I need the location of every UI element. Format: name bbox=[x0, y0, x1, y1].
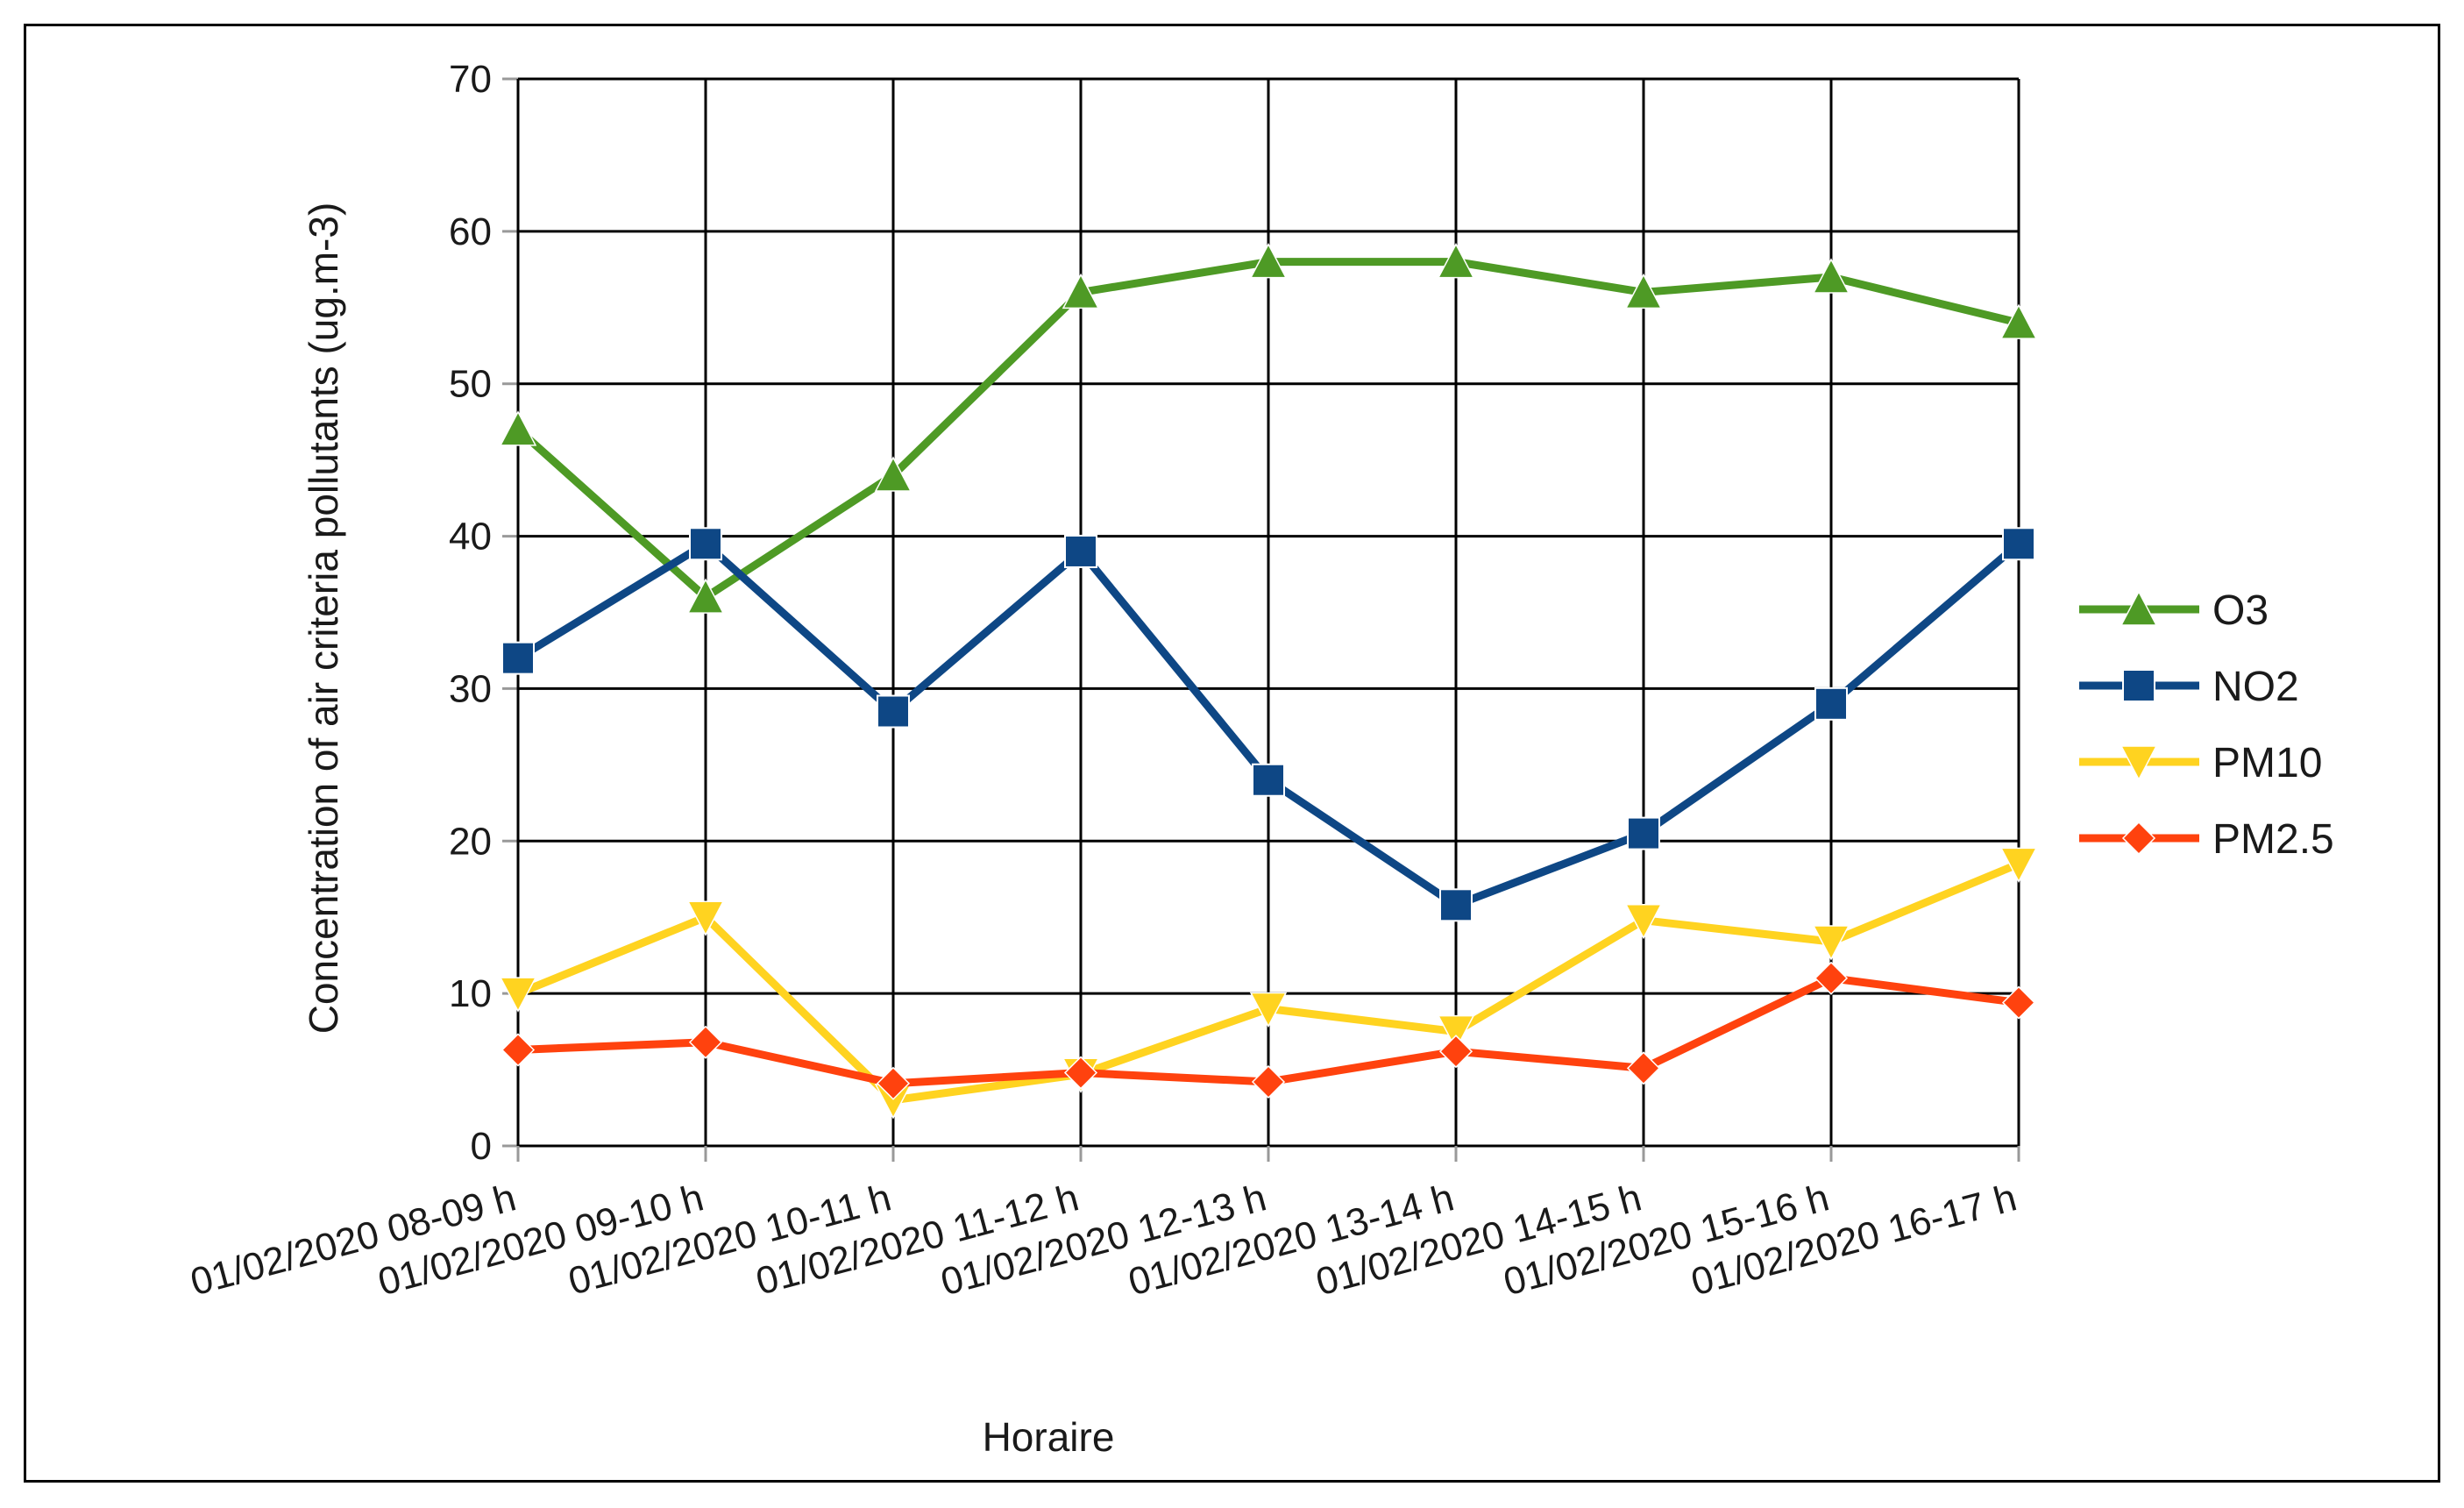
data-point-pm2-5 bbox=[876, 1066, 911, 1100]
data-point-pm2-5 bbox=[1438, 1035, 1473, 1069]
y-tick-label: 20 bbox=[449, 820, 492, 863]
data-point-pm2-5 bbox=[1063, 1056, 1098, 1090]
legend-item-pm2-5: PM2.5 bbox=[2079, 816, 2334, 863]
data-point-pm10 bbox=[686, 900, 725, 936]
data-point-no2 bbox=[501, 641, 535, 675]
data-point-pm10 bbox=[1437, 1014, 1475, 1051]
legend-item-no2: NO2 bbox=[2079, 664, 2299, 710]
y-tick-label: 60 bbox=[449, 210, 492, 253]
legend-item-pm10: PM10 bbox=[2079, 740, 2322, 786]
data-point-o3 bbox=[1249, 243, 1288, 279]
series-o3 bbox=[499, 243, 2038, 614]
data-point-pm2-5 bbox=[1251, 1064, 1286, 1099]
data-point-pm10 bbox=[1249, 992, 1288, 1028]
y-tick-label: 50 bbox=[449, 363, 492, 406]
data-point-no2 bbox=[1439, 888, 1473, 922]
data-point-no2 bbox=[877, 694, 910, 729]
x-axis-ticks: 01/02/2020 08-09 h01/02/2020 09-10 h01/0… bbox=[186, 1176, 2020, 1304]
legend-label-pm10: PM10 bbox=[2212, 740, 2322, 786]
legend-marker bbox=[2121, 821, 2156, 856]
data-point-no2 bbox=[2002, 527, 2035, 561]
data-point-o3 bbox=[499, 410, 537, 446]
data-point-no2 bbox=[1064, 534, 1097, 568]
data-point-pm2-5 bbox=[1626, 1051, 1661, 1085]
series-pm2-5 bbox=[501, 961, 2036, 1100]
x-axis-title: Horaire bbox=[983, 1414, 1115, 1460]
y-tick-label: 0 bbox=[471, 1125, 492, 1168]
data-point-pm2-5 bbox=[2001, 985, 2036, 1020]
legend-label-o3: O3 bbox=[2212, 587, 2269, 634]
data-point-o3 bbox=[686, 578, 725, 614]
data-point-pm2-5 bbox=[688, 1025, 723, 1059]
data-point-no2 bbox=[1627, 816, 1660, 850]
y-tick-label: 70 bbox=[449, 58, 492, 101]
data-point-pm10 bbox=[1624, 903, 1663, 940]
legend: O3 NO2 PM10 PM2.5 bbox=[2079, 587, 2334, 863]
series-group bbox=[499, 243, 2038, 1120]
y-tick-label: 40 bbox=[449, 516, 492, 558]
data-point-no2 bbox=[1814, 686, 1848, 721]
data-point-pm2-5 bbox=[1814, 961, 1849, 995]
data-point-o3 bbox=[874, 456, 912, 492]
series-no2 bbox=[501, 527, 2035, 922]
data-point-o3 bbox=[1624, 273, 1663, 309]
data-point-pm2-5 bbox=[501, 1033, 536, 1067]
legend-marker bbox=[2120, 745, 2158, 781]
legend-marker bbox=[2122, 669, 2155, 702]
y-tick-label: 10 bbox=[449, 972, 492, 1015]
legend-marker bbox=[2120, 590, 2158, 626]
y-tick-label: 30 bbox=[449, 667, 492, 710]
data-point-o3 bbox=[1812, 258, 1850, 294]
data-point-no2 bbox=[1252, 763, 1285, 797]
data-point-pm10 bbox=[1812, 925, 1850, 961]
data-point-pm10 bbox=[499, 977, 537, 1013]
data-point-pm10 bbox=[1999, 847, 2038, 883]
y-axis-title: Concentration of air criteria pollutants… bbox=[301, 203, 346, 1035]
data-point-o3 bbox=[1999, 303, 2038, 339]
data-point-o3 bbox=[1437, 243, 1475, 279]
legend-label-pm2-5: PM2.5 bbox=[2212, 816, 2334, 863]
legend-item-o3: O3 bbox=[2079, 587, 2269, 634]
y-axis-ticks: 0 10 20 30 40 50 60 70 bbox=[449, 58, 492, 1168]
data-point-no2 bbox=[689, 527, 722, 561]
legend-label-no2: NO2 bbox=[2212, 664, 2299, 710]
data-point-o3 bbox=[1062, 273, 1100, 309]
